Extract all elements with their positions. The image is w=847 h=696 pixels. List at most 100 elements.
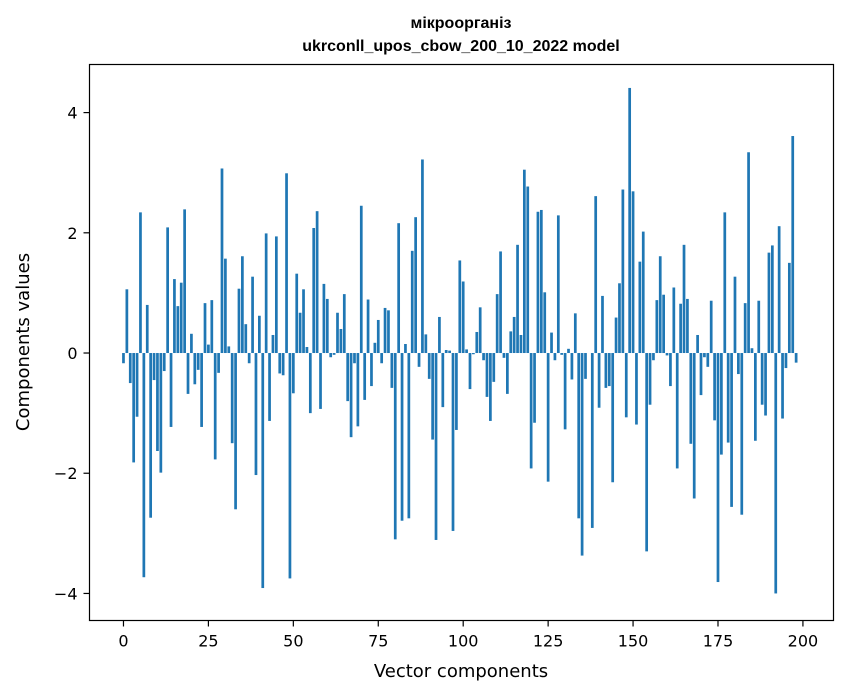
bar <box>173 279 176 354</box>
bar <box>621 189 625 354</box>
bar-series <box>122 87 798 594</box>
bar <box>390 353 394 388</box>
bar <box>716 353 720 583</box>
x-tick-label: 200 <box>788 632 819 651</box>
bar <box>635 353 638 425</box>
bar <box>604 353 608 388</box>
bar <box>618 283 621 354</box>
bar <box>781 353 784 419</box>
bar <box>407 353 411 519</box>
bar <box>672 287 676 354</box>
bar <box>373 342 377 354</box>
bar <box>387 310 390 354</box>
bar <box>444 350 448 354</box>
bar <box>506 353 509 394</box>
bar <box>560 353 564 355</box>
bar <box>376 319 380 354</box>
bar <box>370 353 373 387</box>
bar <box>393 353 397 540</box>
bar <box>183 209 186 354</box>
bar <box>342 294 346 354</box>
bar <box>696 334 699 354</box>
y-tick-label: 2 <box>67 224 77 243</box>
bar <box>675 353 679 469</box>
bar <box>193 353 197 385</box>
bar <box>682 244 686 354</box>
bar <box>312 227 316 354</box>
bar <box>431 353 434 440</box>
bar <box>410 250 414 354</box>
bar <box>162 353 166 372</box>
bar <box>247 353 251 364</box>
x-tick-label: 100 <box>448 632 479 651</box>
bar <box>156 353 159 451</box>
bar <box>747 152 750 354</box>
bar <box>475 331 479 354</box>
bar <box>529 353 533 469</box>
bar <box>295 273 299 354</box>
bar <box>692 353 696 499</box>
bar <box>271 334 275 354</box>
x-tick-label: 125 <box>533 632 564 651</box>
bar <box>417 353 421 367</box>
bar <box>597 353 601 408</box>
bar <box>784 353 788 369</box>
bar <box>349 353 353 438</box>
bar <box>203 303 207 354</box>
bar <box>220 168 224 354</box>
bar <box>764 353 767 416</box>
bar <box>217 353 220 373</box>
bar <box>400 353 404 521</box>
bar <box>553 353 557 361</box>
bar <box>356 353 360 427</box>
bar <box>264 233 268 354</box>
bar <box>509 331 513 354</box>
bar <box>550 332 553 354</box>
bar <box>679 303 682 354</box>
bar <box>190 333 193 354</box>
bar <box>478 307 482 354</box>
y-axis-label: Components values <box>13 253 34 431</box>
bar <box>281 353 285 376</box>
bar <box>658 256 662 354</box>
bar <box>315 211 319 354</box>
bar <box>733 276 737 354</box>
bar <box>227 346 231 354</box>
bar <box>543 292 547 354</box>
bar <box>787 262 791 354</box>
bar <box>186 353 190 394</box>
bar <box>451 353 455 531</box>
bar <box>546 353 550 482</box>
x-tick-label: 50 <box>283 632 303 651</box>
bar <box>258 315 261 354</box>
bar <box>305 347 309 354</box>
bar <box>176 306 180 354</box>
bar <box>713 353 716 421</box>
bar <box>149 353 153 518</box>
bar <box>441 353 445 408</box>
bar <box>455 353 458 430</box>
bar <box>777 226 781 354</box>
bar <box>291 353 295 394</box>
bar <box>363 353 367 400</box>
bar <box>274 236 278 354</box>
bar <box>353 353 356 364</box>
bar <box>125 289 129 354</box>
bar <box>465 349 468 354</box>
bar <box>536 211 540 354</box>
bar <box>366 299 370 354</box>
bar <box>556 215 560 354</box>
bar <box>322 283 326 354</box>
bar <box>495 294 499 354</box>
bar <box>516 244 519 354</box>
bar <box>213 353 217 460</box>
bar <box>179 282 183 354</box>
bar <box>726 353 730 443</box>
bar <box>427 353 431 379</box>
bar <box>261 353 265 589</box>
bar <box>737 353 740 375</box>
bar <box>760 353 764 405</box>
bar <box>607 353 611 387</box>
bar <box>224 258 227 354</box>
bar <box>770 245 774 354</box>
